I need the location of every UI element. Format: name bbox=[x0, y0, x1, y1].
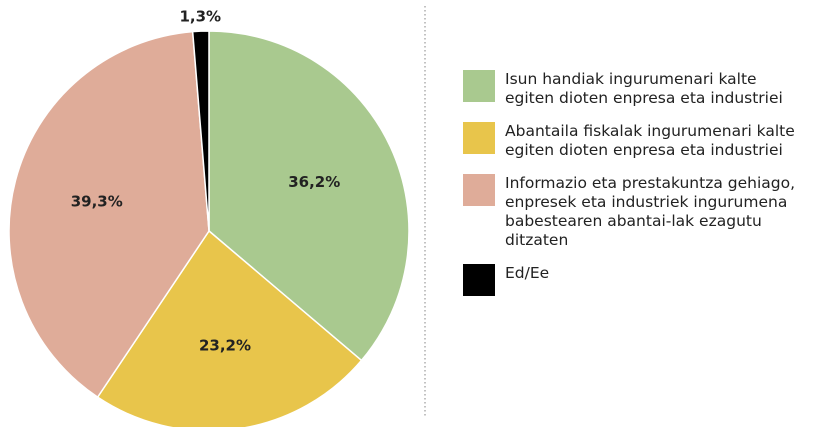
legend-swatch bbox=[463, 70, 495, 102]
legend-item: Abantaila fiskalak ingurumenari kalte eg… bbox=[463, 122, 813, 160]
legend-swatch bbox=[463, 264, 495, 296]
pie-slice bbox=[191, 30, 210, 232]
data-label: 36,2% bbox=[288, 173, 340, 191]
legend-item: Isun handiak ingurumenari kalte egiten d… bbox=[463, 70, 813, 108]
legend-label: Abantaila fiskalak ingurumenari kalte eg… bbox=[505, 122, 795, 159]
legend-label: Ed/Ee bbox=[505, 264, 550, 282]
legend-item: Ed/Ee bbox=[463, 264, 813, 296]
pie-slice bbox=[96, 229, 363, 427]
data-label: 1,3% bbox=[179, 8, 221, 26]
legend-swatch bbox=[463, 122, 495, 154]
legend-swatch bbox=[463, 174, 495, 206]
data-label: 39,3% bbox=[71, 192, 123, 210]
pie-slice bbox=[208, 30, 410, 362]
data-label: 23,2% bbox=[199, 336, 251, 354]
legend: Isun handiak ingurumenari kalte egiten d… bbox=[463, 70, 813, 296]
pie-slice bbox=[8, 30, 210, 399]
legend-item: Informazio eta prestakuntza gehiago, enp… bbox=[463, 174, 813, 250]
legend-label: Isun handiak ingurumenari kalte egiten d… bbox=[505, 70, 783, 107]
legend-label: Informazio eta prestakuntza gehiago, enp… bbox=[505, 174, 796, 249]
